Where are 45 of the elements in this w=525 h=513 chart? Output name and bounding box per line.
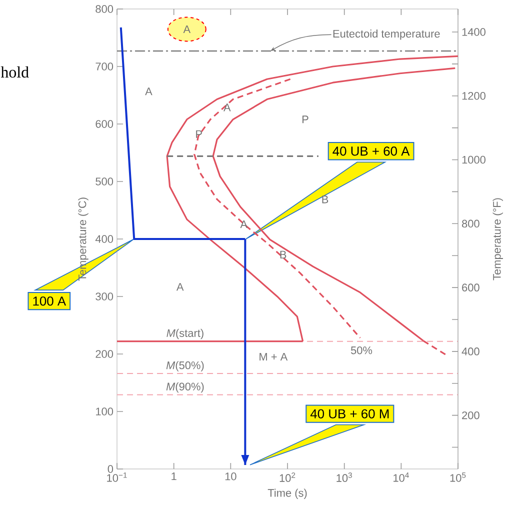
y-tick-label: 800 [96, 5, 114, 13]
annotation: B [280, 250, 286, 258]
annotation: 50% [350, 346, 372, 354]
x-tick-label: 10$^{5}$ [450, 472, 466, 482]
annotation: A [183, 25, 191, 34]
y2-tick-label: 1200 [462, 92, 486, 100]
y-tick-label: 100 [96, 408, 114, 416]
y2-tick-label: 200 [462, 411, 480, 420]
y-axis-title: Temperature (°C) [78, 198, 88, 281]
annotation: M + A [260, 352, 288, 361]
annotation: A [224, 104, 231, 112]
y2-tick-label: 1000 [462, 156, 486, 164]
text: 100 A [33, 296, 66, 306]
text: hold [0, 66, 29, 78]
annotation: P [302, 116, 308, 124]
x-tick-label: 1 [172, 472, 176, 480]
y2-axis-title: Temperature (°F) [492, 198, 503, 280]
annotation: A [145, 88, 152, 96]
y-tick-label: 700 [96, 62, 114, 70]
ref-line-label: M(start) [166, 328, 204, 340]
ref-line-label: Eutectoid temperature [333, 30, 440, 40]
y-tick-label: 600 [96, 120, 114, 128]
y-tick-label: 500 [96, 178, 114, 186]
y-tick-label: 200 [96, 350, 114, 358]
y2-tick-label: 600 [462, 284, 480, 292]
x-tick-label: 10 [225, 472, 236, 480]
y2-tick-label: 400 [462, 348, 480, 356]
y2-tick-label: 1400 [462, 28, 486, 36]
ref-line-label: M(50%) [166, 361, 204, 372]
annotation: A [240, 220, 248, 228]
annotation: A [176, 283, 184, 291]
annotation: P [196, 130, 202, 138]
y-tick-label: 0 [108, 465, 114, 473]
y-tick-label: 300 [96, 292, 114, 300]
y-tick-label: 400 [95, 235, 114, 243]
y2-tick-label: 800 [462, 220, 480, 228]
ref-line-label: M(90%) [166, 382, 204, 393]
x-axis-title: Time (s) [268, 488, 307, 499]
annotation: B [322, 196, 328, 204]
annotation: 40 UB + 60 A [332, 146, 410, 156]
x-tick-label: 10$^{2}$ [280, 472, 296, 482]
x-tick-label: 10$^{4}$ [394, 472, 409, 482]
x-tick-label: 10$^{−1}$ [107, 472, 127, 482]
annotation: 40 UB + 60 M [310, 409, 389, 418]
x-tick-label: 10$^{3}$ [336, 472, 352, 482]
